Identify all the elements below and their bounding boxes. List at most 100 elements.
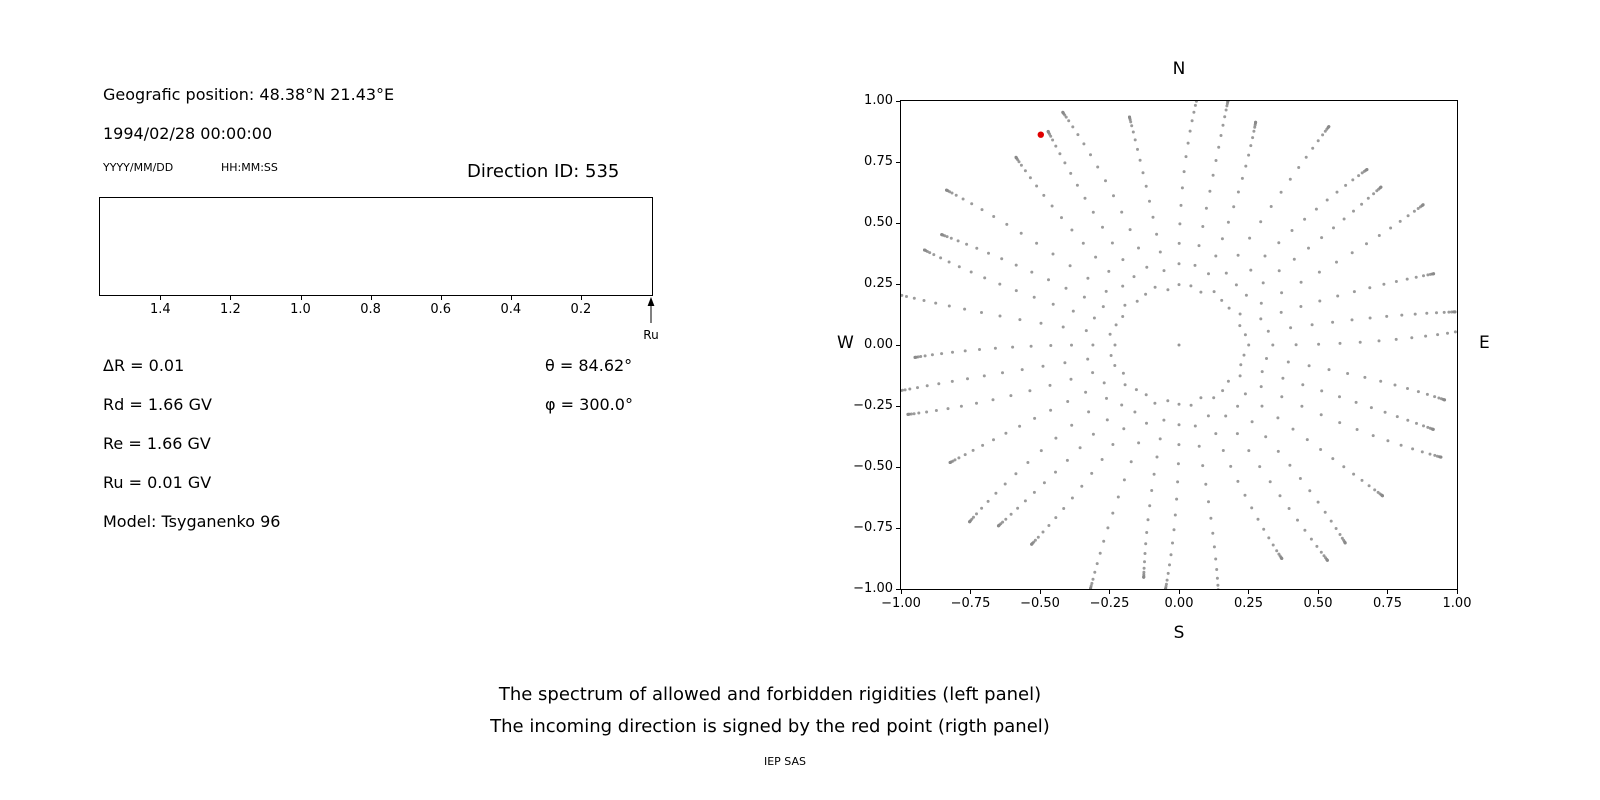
scatter-dot: [963, 453, 967, 457]
scatter-dot: [1327, 125, 1331, 129]
axis-tick-mark: [1178, 590, 1180, 594]
scatter-dot: [1096, 165, 1100, 169]
time-format-label: HH:MM:SS: [221, 161, 278, 174]
spectrum-tick-mark: [300, 296, 302, 300]
scatter-dot: [1360, 202, 1364, 206]
scatter-dot: [1211, 531, 1215, 535]
scatter-dot: [1123, 383, 1127, 387]
scatter-dot: [1351, 178, 1355, 182]
scatter-dot: [1352, 472, 1356, 476]
scatter-dot: [1265, 357, 1268, 360]
scatter-dot: [1090, 471, 1094, 475]
scatter-dot: [1289, 326, 1293, 330]
scatter-dot: [1278, 494, 1282, 498]
scatter-dot: [1310, 323, 1314, 327]
scatter-dot: [1386, 439, 1390, 443]
scatter-dot: [1369, 406, 1373, 410]
scatter-dot: [1291, 427, 1295, 431]
scatter-dot: [1365, 168, 1369, 171]
axis-tick-label: −0.50: [1020, 596, 1060, 611]
scatter-dot: [1009, 512, 1013, 516]
scatter-dot: [1226, 379, 1230, 383]
scatter-dot: [1168, 563, 1171, 567]
scatter-dot: [1314, 207, 1318, 211]
scatter-dot: [1014, 155, 1018, 159]
scatter-dot: [932, 253, 936, 257]
scatter-dot: [1247, 343, 1251, 347]
scatter-dot: [1247, 449, 1251, 453]
compass-west-label: W: [837, 333, 854, 353]
scatter-dot: [1016, 506, 1020, 510]
scatter-dot: [1243, 333, 1247, 337]
scatter-dot: [1338, 341, 1342, 345]
scatter-dot: [1014, 472, 1018, 476]
scatter-dot: [1091, 343, 1095, 347]
scatter-dot: [1041, 530, 1045, 534]
axis-tick-mark: [896, 588, 900, 590]
scatter-dot: [1229, 464, 1233, 468]
scatter-dot: [930, 353, 934, 357]
scatter-dot: [1153, 285, 1157, 289]
scatter-dot: [1110, 241, 1114, 245]
scatter-dot: [1367, 484, 1371, 488]
scatter-dot: [1346, 372, 1350, 375]
scatter-dot: [1032, 490, 1036, 494]
axis-tick-label: 1.00: [864, 93, 893, 108]
scatter-dot: [1068, 264, 1072, 268]
scatter-dot: [1377, 339, 1381, 343]
scatter-dot: [971, 448, 975, 452]
scatter-dot: [947, 260, 951, 264]
scatter-dot: [1299, 305, 1303, 308]
scatter-dot: [1204, 206, 1208, 210]
spectrum-tick-mark: [160, 296, 162, 300]
scatter-dot: [1189, 284, 1193, 288]
scatter-dot: [1425, 311, 1429, 315]
scatter-dot: [1065, 458, 1069, 462]
scatter-dot: [1152, 472, 1156, 476]
axis-tick-label: 1.00: [1442, 596, 1472, 611]
scatter-dot: [1336, 294, 1340, 298]
scatter-dot: [1437, 396, 1441, 400]
scatter-dot: [1176, 462, 1180, 466]
scatter-dot: [1316, 139, 1320, 143]
scatter-dot: [1092, 316, 1096, 320]
scatter-dot: [1372, 192, 1376, 196]
scatter-dot: [1352, 290, 1356, 294]
scatter-dot: [1039, 449, 1043, 453]
scatter-dot: [1138, 158, 1142, 162]
scatter-dot: [972, 515, 975, 519]
scatter-dot: [903, 388, 907, 392]
axis-tick-mark: [896, 100, 900, 102]
direction-scatter-svg: [901, 101, 1457, 589]
axis-tick-mark: [896, 466, 900, 468]
scatter-dot: [993, 346, 997, 350]
scatter-dot: [1020, 368, 1024, 372]
scatter-dot: [1071, 309, 1075, 313]
scatter-dot: [1019, 231, 1023, 235]
scatter-dot: [1294, 343, 1298, 347]
scatter-dot: [1240, 176, 1244, 180]
spectrum-tick-label: 1.0: [290, 302, 311, 317]
scatter-dot: [1327, 368, 1331, 372]
scatter-dot: [1219, 134, 1223, 137]
scatter-dot: [959, 404, 963, 408]
scatter-dot: [1194, 101, 1198, 103]
scatter-dot: [1084, 329, 1088, 333]
scatter-dot: [1323, 510, 1327, 514]
scatter-dot: [1114, 323, 1118, 327]
scatter-dot: [1338, 421, 1342, 425]
scatter-dot: [940, 352, 944, 356]
scatter-dot: [1063, 361, 1067, 365]
scatter-dot: [1201, 464, 1205, 468]
scatter-dot: [1227, 306, 1231, 310]
scatter-dot: [1061, 110, 1065, 114]
scatter-dot: [1166, 571, 1170, 575]
scatter-dot: [1142, 570, 1146, 574]
scatter-dot: [1060, 216, 1063, 220]
scatter-dot: [1251, 136, 1255, 140]
scatter-dot: [1121, 315, 1125, 318]
scatter-dot: [1145, 265, 1149, 269]
scatter-dot: [1325, 558, 1329, 562]
scatter-dot: [991, 398, 995, 402]
scatter-dot: [1011, 345, 1015, 349]
